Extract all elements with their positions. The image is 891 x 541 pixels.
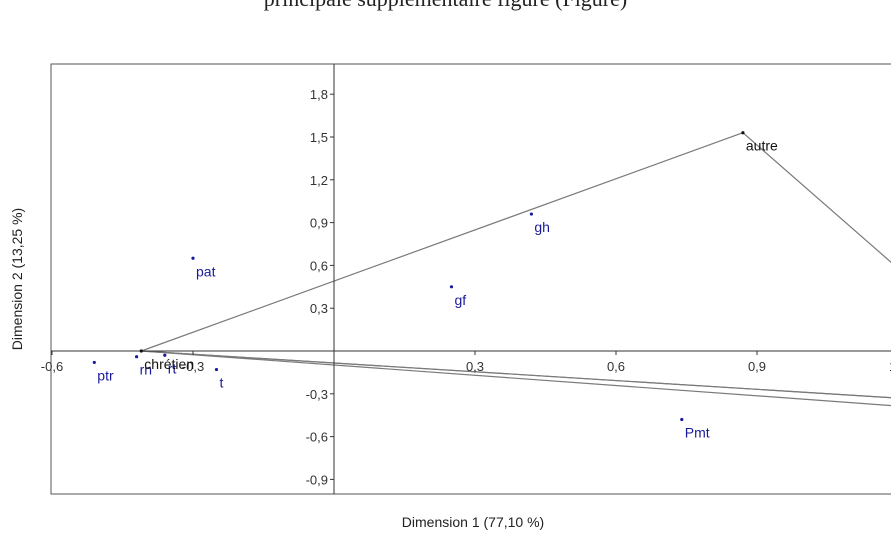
y-tick-label: -0,9 — [306, 472, 328, 487]
data-label: ptr — [97, 367, 114, 383]
category-polygon — [141, 132, 891, 399]
axes: -0,9-0,6-0,30,30,60,91,21,51,81,81,51,20… — [41, 64, 891, 494]
data-label: autre — [746, 138, 778, 154]
y-tick-label: -0,6 — [306, 430, 328, 445]
data-label: Pmt — [685, 424, 710, 440]
data-points: patghgfptrrnrttPmtVbautreaucunechrétienm… — [92, 131, 778, 440]
figure-caption: principale supplémentaire figure (Figure… — [0, 0, 891, 12]
data-point — [135, 355, 139, 359]
y-tick-label: 1,5 — [310, 130, 328, 145]
data-label: t — [220, 375, 224, 391]
y-tick-label: 1,8 — [310, 87, 328, 102]
data-point — [214, 367, 219, 372]
x-tick-label: 0,6 — [607, 359, 625, 374]
data-label: chrétien — [144, 356, 194, 372]
data-label: rn — [140, 362, 152, 378]
x-tick-label: 0,9 — [748, 359, 766, 374]
y-tick-label: 0,3 — [310, 301, 328, 316]
data-label: gf — [455, 292, 467, 308]
data-point — [529, 212, 534, 216]
y-tick-label: 0,9 — [310, 216, 328, 231]
x-tick-label: -0,3 — [182, 359, 204, 374]
plot-frame — [50, 63, 891, 495]
data-point — [741, 131, 745, 135]
x-tick-label: 0,3 — [466, 359, 484, 374]
data-label: pat — [196, 263, 216, 279]
data-label: gh — [534, 219, 550, 235]
y-tick-label: 0,6 — [310, 258, 328, 273]
data-point — [191, 256, 195, 260]
data-point — [449, 285, 454, 289]
category-polygon — [141, 350, 891, 407]
data-point — [163, 353, 167, 357]
category-polygons — [141, 132, 891, 407]
data-point — [92, 360, 96, 365]
x-tick-label: 1,2 — [889, 359, 891, 374]
y-axis-title: Dimension 2 (13,25 %) — [9, 208, 25, 350]
y-tick-label: 1,2 — [310, 173, 328, 188]
y-tick-label: -0,3 — [306, 387, 328, 402]
x-tick-label: -0,6 — [41, 359, 63, 374]
x-axis-title: Dimension 1 (77,10 %) — [402, 514, 544, 530]
data-point — [680, 417, 684, 422]
data-point — [139, 349, 143, 353]
data-label: rt — [168, 360, 177, 376]
